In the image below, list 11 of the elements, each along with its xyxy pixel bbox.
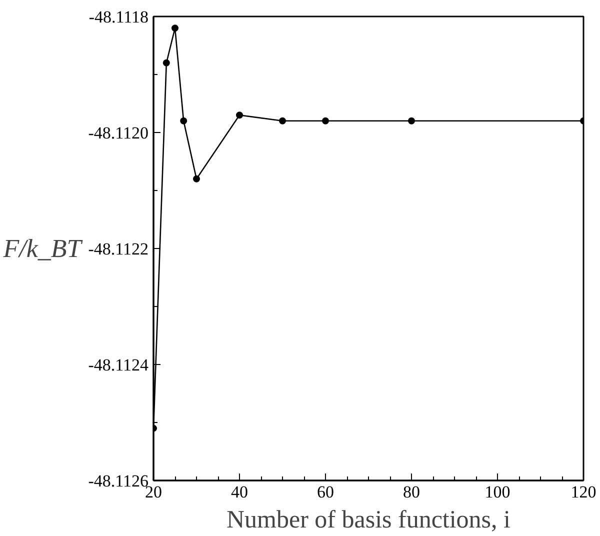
- y-tick-label: -48.1122: [88, 240, 148, 258]
- y-tick-label: -48.1118: [88, 8, 149, 26]
- y-tick-label: -48.1120: [88, 124, 148, 142]
- x-axis-title: Number of basis functions, i: [226, 506, 511, 534]
- x-tick-label: 80: [403, 482, 420, 502]
- x-tick-label: 60: [317, 482, 334, 502]
- y-axis-title: F/k_BT: [2, 234, 83, 263]
- y-tick-label: -48.1124: [88, 356, 149, 374]
- x-tick-label: 120: [570, 482, 596, 502]
- x-tick-label: 100: [484, 482, 510, 502]
- x-tick-label: 40: [231, 482, 248, 502]
